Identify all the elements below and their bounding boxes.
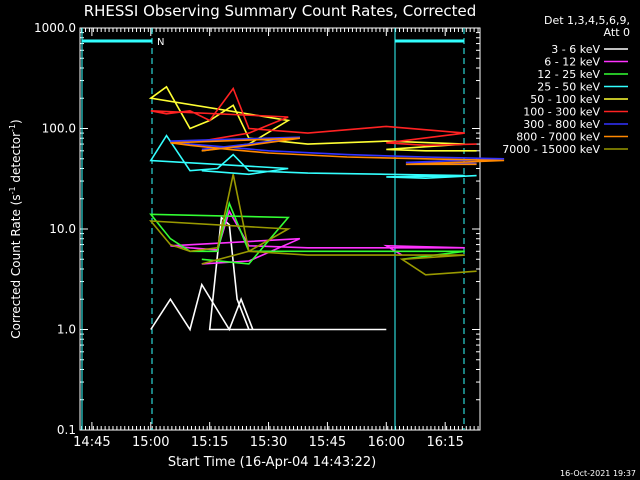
y-tick-label: 10.0 [49, 222, 76, 236]
legend-label: 12 - 25 keV [537, 68, 600, 81]
x-tick-label: 15:45 [309, 435, 346, 450]
series-line-3 [149, 134, 477, 180]
legend-label: 800 - 7000 keV [516, 131, 600, 144]
series-lines [148, 85, 505, 332]
x-tick-label: 16:15 [426, 435, 463, 450]
series-line-0 [150, 215, 387, 332]
series-line-1 [170, 209, 465, 265]
legend-label: 6 - 12 keV [544, 56, 600, 69]
legend-label: 300 - 800 keV [523, 118, 600, 131]
night-marker: N [157, 37, 164, 48]
chart-title: RHESSI Observing Summary Count Rates, Co… [84, 2, 477, 20]
legend-label: 7000 - 15000 keV [502, 143, 600, 156]
series-line-8 [149, 174, 477, 276]
series-line-2 [149, 200, 465, 265]
legend-label: 25 - 50 keV [537, 81, 600, 94]
legend-header-line-2: Att 0 [604, 26, 630, 39]
x-tick-label: 15:30 [250, 435, 287, 450]
x-tick-label: 14:45 [73, 435, 110, 450]
legend-label: 100 - 300 keV [523, 106, 600, 119]
y-tick-label: 1000.0 [34, 21, 76, 35]
legend-header-line-1: Det 1,3,4,5,6,9, [544, 14, 630, 27]
x-tick-label: 15:15 [191, 435, 228, 450]
x-axis-ticks: 14:45 15:00 15:15 15:30 15:45 16:00 16:15 [73, 28, 479, 450]
y-axis-label: Corrected Count Rate (s-1 detector-1) [8, 119, 23, 338]
y-tick-label: 100.0 [42, 122, 76, 136]
y-axis-ticks: 0.1 1.0 10.0 100.0 1000.0 [34, 21, 480, 437]
y-tick-label: 1.0 [57, 323, 76, 337]
time-overlays: N [81, 28, 465, 430]
x-tick-label: 15:00 [132, 435, 169, 450]
x-tick-label: 16:00 [368, 435, 405, 450]
legend-label: 50 - 100 keV [530, 93, 600, 106]
legend-label: 3 - 6 keV [551, 43, 600, 56]
series-line-7 [170, 137, 505, 166]
x-axis-label: Start Time (16-Apr-04 14:43:22) [168, 455, 376, 470]
y-tick-label: 0.1 [57, 423, 76, 437]
timestamp: 16-Oct-2021 19:37 [560, 469, 636, 478]
series-line-5 [150, 86, 477, 147]
